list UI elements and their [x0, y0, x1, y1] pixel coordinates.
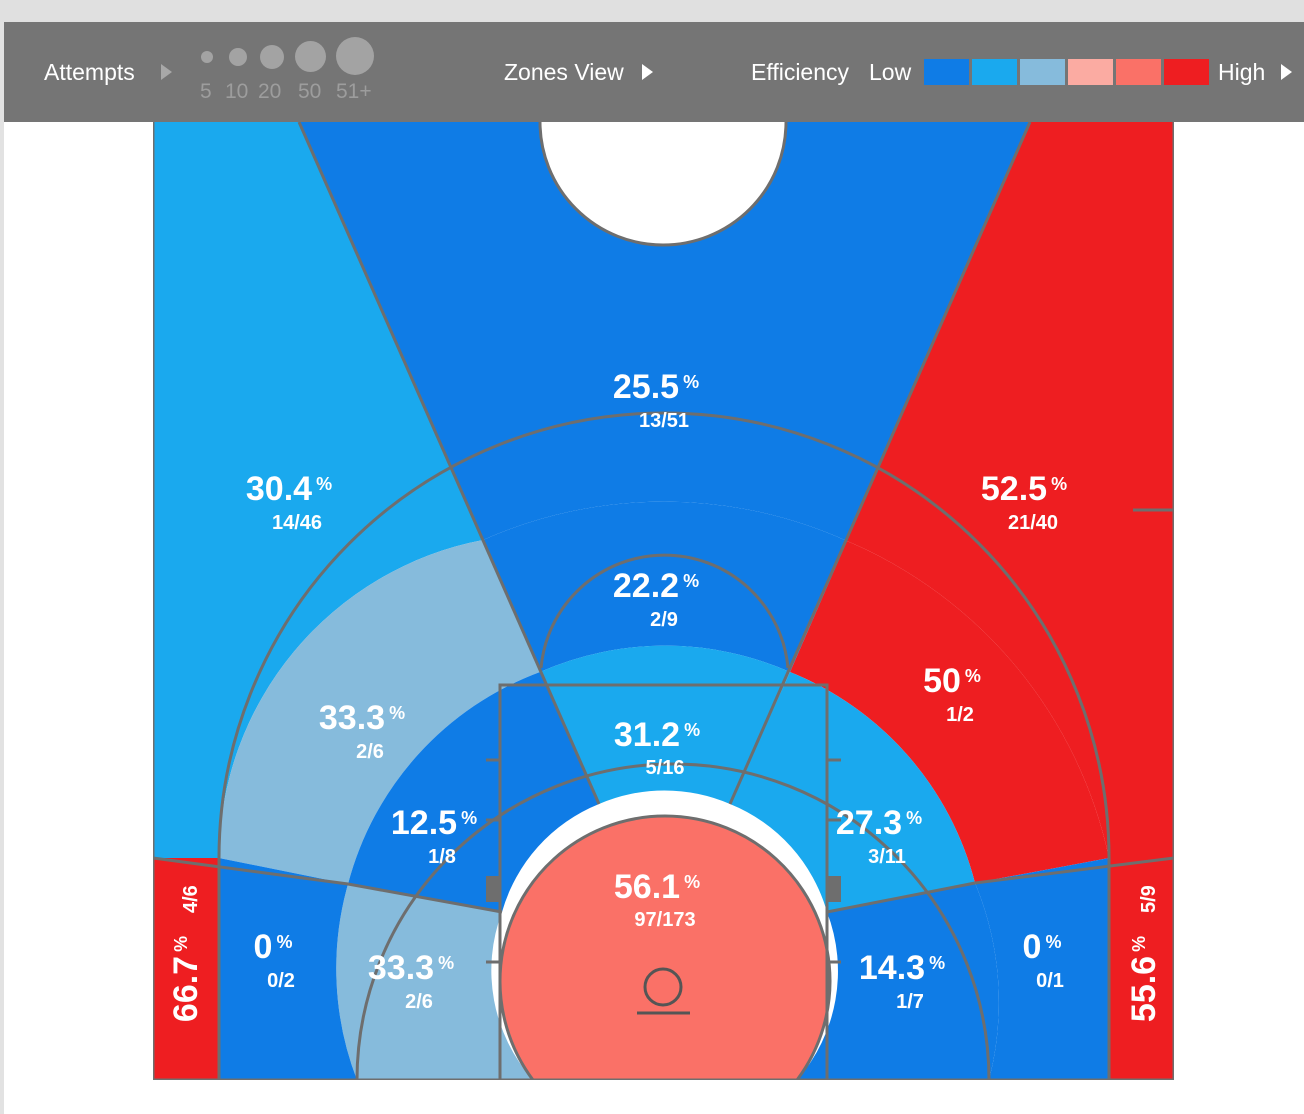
pct-restricted-area: 56.1%: [614, 868, 700, 906]
pct-baseline-mid-right: 14.3%: [859, 949, 945, 987]
fg-baseline-mid-right: 1/7: [896, 991, 924, 1013]
fg-restricted-area: 97/173: [634, 909, 695, 931]
size-dot-20-icon: [260, 45, 284, 69]
zone-restricted-area[interactable]: [500, 816, 830, 1080]
pct-long-baseline-right: 0%: [1023, 928, 1062, 966]
zone-mid-range-right-wing[interactable]: [790, 541, 1109, 883]
wedge-right: [728, 122, 1032, 805]
zone-corner-3-left[interactable]: [153, 858, 219, 1080]
pct-corner-3-left: 66.7%: [167, 936, 205, 1022]
size-legend-label: 50: [298, 80, 322, 103]
fg-paint-top: 5/16: [646, 757, 685, 779]
size-dot-50-icon: [295, 41, 326, 72]
efficiency-arrow-icon[interactable]: [1281, 64, 1292, 80]
zone-baseline-mid-left[interactable]: [336, 884, 533, 1080]
fg-mid-range-top: 2/9: [650, 609, 678, 631]
size-dot-5-icon: [201, 51, 213, 63]
corner-divider-right-2: [826, 881, 976, 914]
restricted-arc: [498, 814, 832, 1080]
fg-baseline-mid-left: 2/6: [405, 991, 433, 1013]
window-top-strip: [0, 0, 1304, 22]
zone-long-baseline-left[interactable]: [219, 858, 357, 1080]
pct-paint-top: 31.2%: [614, 716, 700, 754]
fg-short-mid-right: 3/11: [868, 846, 906, 868]
lane-block-right: [827, 876, 841, 902]
efficiency-high-label: High: [1218, 59, 1266, 85]
center-circle: [538, 122, 788, 247]
rim: [643, 967, 683, 1007]
corner-divider-left: [153, 856, 349, 886]
size-legend-label: 10: [225, 80, 249, 103]
size-legend-label: 5: [200, 80, 212, 103]
zones-view-toggle[interactable]: Zones View: [504, 59, 624, 85]
zone-baseline-mid-right[interactable]: [797, 883, 999, 1080]
zone-corner-3-right[interactable]: [1109, 858, 1174, 1080]
pct-mid-range-left-wing: 33.3%: [319, 699, 405, 737]
efficiency-swatch: [924, 59, 969, 85]
fg-above-the-break-3-right: 21/40: [1008, 512, 1058, 534]
pct-corner-3-right: 55.6%: [1125, 936, 1163, 1022]
efficiency-swatch: [972, 59, 1017, 85]
pct-mid-range-top: 22.2%: [613, 567, 699, 605]
zone-short-mid-left[interactable]: [348, 672, 599, 912]
pct-short-mid-right: 27.3%: [836, 804, 922, 842]
free-throw-arc: [539, 553, 790, 669]
zone-above-the-break-3-center[interactable]: [299, 122, 1030, 541]
efficiency-swatch: [1164, 59, 1209, 85]
fg-corner-3-left: 4/6: [180, 885, 202, 913]
mid-range-arc: [355, 762, 991, 1080]
size-legend-label: 20: [258, 80, 282, 103]
corner-divider-left-2: [347, 882, 503, 914]
zone-short-mid-right[interactable]: [730, 672, 975, 912]
fg-mid-range-left-wing: 2/6: [356, 741, 384, 763]
pct-baseline-mid-left: 33.3%: [368, 949, 454, 987]
pct-mid-range-right-wing: 50%: [923, 662, 981, 700]
efficiency-swatch: [1116, 59, 1161, 85]
chart-toolbar: Attempts 5 10 20 50 51+ Zones View Effic…: [4, 22, 1304, 122]
zone-above-the-break-3-left[interactable]: [153, 122, 483, 858]
fg-above-the-break-3-center: 13/51: [639, 410, 689, 432]
efficiency-low-label: Low: [869, 59, 912, 85]
three-point-line: [217, 411, 1111, 1080]
fg-short-mid-left: 1/8: [428, 846, 456, 868]
lane-block-left: [486, 876, 500, 902]
pct-short-mid-left: 12.5%: [391, 804, 477, 842]
efficiency-swatch: [1020, 59, 1065, 85]
fg-long-baseline-right: 0/1: [1036, 970, 1064, 992]
size-dot-10-icon: [229, 48, 247, 66]
zone-labels: 25.5% 13/51 30.4% 14/46 52.5% 21/40 22.2…: [167, 368, 1163, 1022]
fg-long-baseline-left: 0/2: [267, 970, 295, 992]
zone-mid-range-top[interactable]: [483, 501, 847, 672]
pct-above-the-break-3-center: 25.5%: [613, 368, 699, 406]
wedge-left: [297, 122, 601, 805]
fg-mid-range-right-wing: 1/2: [946, 704, 974, 726]
size-legend-label: 51+: [336, 80, 372, 103]
pct-long-baseline-left: 0%: [254, 928, 293, 966]
attempts-toggle[interactable]: Attempts: [44, 59, 135, 85]
pct-above-the-break-3-right: 52.5%: [981, 470, 1067, 508]
attempts-arrow-icon[interactable]: [161, 64, 172, 80]
efficiency-label: Efficiency: [751, 59, 850, 85]
pct-above-the-break-3-left: 30.4%: [246, 470, 332, 508]
fg-above-the-break-3-left: 14/46: [272, 512, 322, 534]
left-border: [0, 22, 4, 1114]
zones-view-arrow-icon[interactable]: [642, 64, 653, 80]
size-dot-51-icon: [336, 37, 374, 75]
fg-corner-3-right: 5/9: [1138, 885, 1160, 913]
corner-divider-right: [974, 856, 1174, 885]
zone-above-the-break-3-right[interactable]: [847, 122, 1174, 858]
efficiency-swatch: [1068, 59, 1113, 85]
zone-mid-range-left-wing[interactable]: [219, 540, 540, 884]
zone-long-baseline-right[interactable]: [975, 858, 1109, 1080]
